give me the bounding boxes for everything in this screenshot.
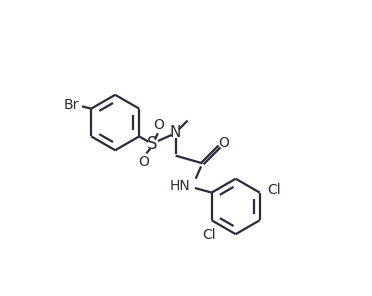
Text: O: O (153, 118, 164, 132)
Text: Br: Br (64, 98, 79, 112)
Text: Cl: Cl (202, 228, 215, 242)
Text: O: O (218, 136, 229, 149)
Text: S: S (147, 135, 158, 153)
Text: O: O (139, 155, 150, 169)
Text: Cl: Cl (267, 183, 281, 197)
Text: N: N (170, 125, 181, 140)
Text: HN: HN (170, 179, 190, 194)
